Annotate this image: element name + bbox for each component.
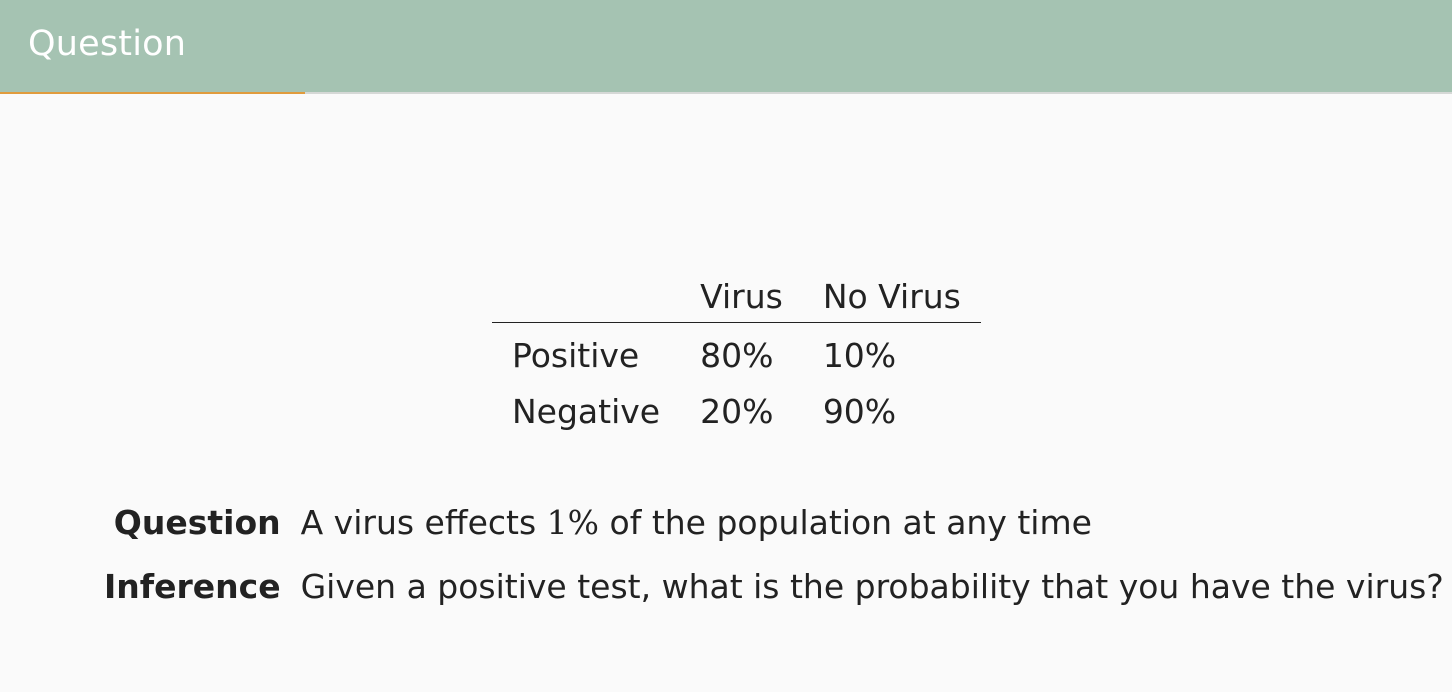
row-label: Positive — [512, 335, 640, 375]
frame-header: Question — [0, 0, 1452, 92]
table-header-cell: Virus — [680, 270, 803, 323]
frame-title: Question — [28, 24, 187, 64]
test-results-table: Virus No Virus Positive 80% 10% Negative… — [492, 270, 981, 439]
question-term: Question — [113, 502, 281, 542]
table-header-cell: No Virus — [802, 270, 981, 323]
table-row: Negative 20% 90% — [492, 383, 981, 439]
table-header-cell — [492, 270, 681, 323]
inference-term: Inference — [104, 566, 281, 606]
table-row: Positive 80% 10% — [492, 323, 981, 384]
row-label: Negative — [512, 391, 661, 431]
question-text: A virus effects 1% of the population at … — [301, 490, 1444, 554]
question-text-before: A virus effects — [300, 502, 537, 542]
table-header-row: Virus No Virus — [492, 270, 981, 323]
table-cell: 20% — [700, 391, 774, 431]
progress-bar — [0, 92, 305, 94]
header-rule — [0, 92, 1452, 94]
description-list: Question A virus effects 1% of the popul… — [104, 490, 1444, 618]
question-row: Question A virus effects 1% of the popul… — [104, 490, 1444, 554]
table-cell: 10% — [822, 335, 897, 375]
table-cell: 90% — [822, 391, 897, 431]
question-math: 1% — [546, 502, 600, 542]
inference-text: Given a positive test, what is the proba… — [300, 566, 1444, 606]
table-cell: 80% — [700, 335, 774, 375]
inference-row: Inference Given a positive test, what is… — [104, 554, 1444, 618]
question-text-after: of the population at any time — [609, 502, 1092, 542]
